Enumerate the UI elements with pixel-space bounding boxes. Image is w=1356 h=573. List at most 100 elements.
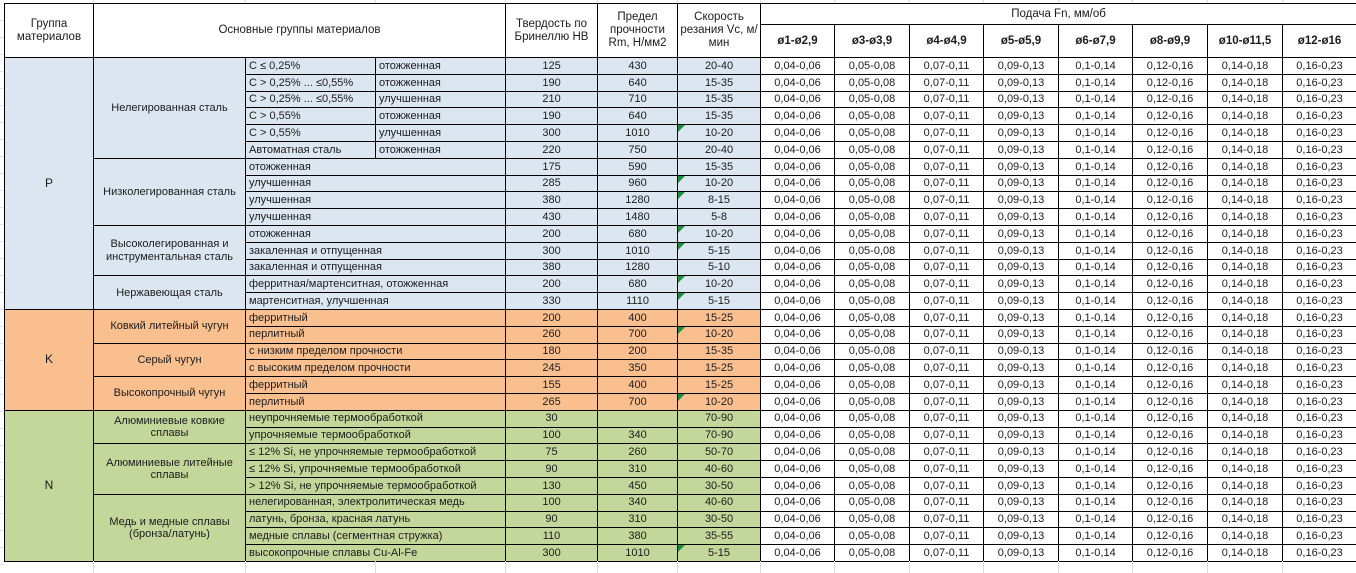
feed-cell[interactable]: 0,16-0,23 (1282, 191, 1356, 210)
feed-cell[interactable]: 0,1-0,14 (1058, 308, 1134, 327)
col-header-main-groups[interactable]: Основные группы материалов (92, 3, 507, 58)
speed-cell[interactable]: 40-60 (677, 493, 762, 512)
strength-cell[interactable]: 750 (597, 140, 679, 159)
feed-cell[interactable]: 0,05-0,08 (834, 443, 911, 462)
feed-cell[interactable]: 0,05-0,08 (834, 140, 911, 159)
material-subdivision[interactable]: перлитный (244, 392, 507, 411)
feed-cell[interactable]: 0,12-0,16 (1132, 258, 1209, 277)
feed-cell[interactable]: 0,07-0,11 (909, 493, 985, 512)
feed-cell[interactable]: 0,16-0,23 (1282, 392, 1356, 411)
material-block-name[interactable]: Высоколегированная и инструментальная ст… (93, 224, 246, 277)
feed-cell[interactable]: 0,07-0,11 (909, 275, 985, 294)
hardness-cell[interactable]: 300 (505, 241, 599, 260)
feed-cell[interactable]: 0,09-0,13 (983, 140, 1060, 159)
strength-cell[interactable]: 1480 (597, 208, 679, 226)
hardness-cell[interactable]: 100 (505, 426, 599, 445)
material-subdivision[interactable]: улучшенная (244, 174, 507, 193)
feed-cell[interactable]: 0,1-0,14 (1058, 107, 1134, 126)
feed-cell[interactable]: 0,12-0,16 (1132, 174, 1209, 193)
feed-cell[interactable]: 0,04-0,06 (760, 544, 836, 562)
feed-cell[interactable]: 0,05-0,08 (834, 292, 911, 310)
hardness-cell[interactable]: 130 (505, 476, 599, 495)
material-condition[interactable]: отожженная (374, 57, 507, 75)
strength-cell[interactable]: 400 (597, 376, 679, 394)
feed-cell[interactable]: 0,12-0,16 (1132, 90, 1209, 109)
feed-cell[interactable]: 0,09-0,13 (983, 90, 1060, 109)
feed-cell[interactable]: 0,16-0,23 (1282, 90, 1356, 109)
feed-cell[interactable]: 0,14-0,18 (1207, 527, 1284, 546)
hardness-cell[interactable]: 200 (505, 308, 599, 327)
material-subdivision[interactable]: упрочняемые термообработкой (244, 426, 507, 445)
feed-cell[interactable]: 0,07-0,11 (909, 308, 985, 327)
hardness-cell[interactable]: 110 (505, 527, 599, 546)
col-header-material-group[interactable]: Группа материалов (4, 3, 94, 58)
speed-cell-flagged[interactable]: 10-20 (677, 392, 762, 411)
feed-cell[interactable]: 0,07-0,11 (909, 325, 985, 344)
feed-cell[interactable]: 0,07-0,11 (909, 174, 985, 193)
material-condition[interactable]: отожженная (374, 73, 507, 92)
material-group-letter[interactable]: K (4, 308, 94, 411)
speed-cell[interactable]: 70-90 (677, 409, 762, 428)
feed-cell[interactable]: 0,07-0,11 (909, 359, 985, 378)
speed-cell-flagged[interactable]: 5-15 (677, 544, 762, 562)
feed-cell[interactable]: 0,07-0,11 (909, 90, 985, 109)
feed-cell[interactable]: 0,09-0,13 (983, 208, 1060, 226)
feed-cell[interactable]: 0,09-0,13 (983, 409, 1060, 428)
material-subdivision[interactable]: ферритный (244, 376, 507, 394)
speed-cell[interactable]: 30-50 (677, 476, 762, 495)
material-subdivision[interactable]: > 12% Si, не упрочняемые термообработкой (244, 476, 507, 495)
feed-cell[interactable]: 0,14-0,18 (1207, 544, 1284, 562)
feed-cell[interactable]: 0,07-0,11 (909, 157, 985, 176)
feed-cell[interactable]: 0,16-0,23 (1282, 258, 1356, 277)
feed-cell[interactable]: 0,09-0,13 (983, 191, 1060, 210)
feed-cell[interactable]: 0,1-0,14 (1058, 174, 1134, 193)
strength-cell[interactable]: 340 (597, 426, 679, 445)
speed-cell-flagged[interactable]: 10-20 (677, 124, 762, 142)
hardness-cell[interactable]: 300 (505, 544, 599, 562)
feed-cell[interactable]: 0,16-0,23 (1282, 544, 1356, 562)
feed-cell[interactable]: 0,07-0,11 (909, 241, 985, 260)
material-subdivision[interactable]: C > 0,25% ... ≤0,55% (245, 90, 376, 109)
feed-cell[interactable]: 0,16-0,23 (1282, 73, 1356, 92)
feed-cell[interactable]: 0,14-0,18 (1207, 191, 1284, 210)
feed-cell[interactable]: 0,04-0,06 (760, 124, 836, 142)
feed-cell[interactable]: 0,16-0,23 (1282, 275, 1356, 294)
speed-cell-flagged[interactable]: 10-20 (677, 325, 762, 344)
strength-cell[interactable]: 700 (597, 325, 679, 344)
feed-cell[interactable]: 0,04-0,06 (760, 409, 836, 428)
feed-cell[interactable]: 0,14-0,18 (1207, 460, 1284, 478)
feed-cell[interactable]: 0,04-0,06 (760, 426, 836, 445)
strength-cell[interactable]: 640 (597, 73, 679, 92)
feed-cell[interactable]: 0,05-0,08 (834, 544, 911, 562)
feed-cell[interactable]: 0,16-0,23 (1282, 493, 1356, 512)
feed-cell[interactable]: 0,04-0,06 (760, 224, 836, 243)
feed-cell[interactable]: 0,05-0,08 (834, 224, 911, 243)
material-block-name[interactable]: Ковкий литейный чугун (93, 308, 246, 344)
feed-cell[interactable]: 0,1-0,14 (1058, 493, 1134, 512)
hardness-cell[interactable]: 200 (505, 224, 599, 243)
hardness-cell[interactable]: 75 (505, 443, 599, 462)
hardness-cell[interactable]: 330 (505, 292, 599, 310)
feed-cell[interactable]: 0,07-0,11 (909, 224, 985, 243)
col-header-diameter[interactable]: ø6-ø7,9 (1058, 24, 1134, 58)
speed-cell-flagged[interactable]: 10-20 (677, 224, 762, 243)
feed-cell[interactable]: 0,12-0,16 (1132, 157, 1209, 176)
feed-cell[interactable]: 0,04-0,06 (760, 443, 836, 462)
col-header-speed[interactable]: Скорость резания Vc, м/мин (677, 3, 762, 58)
feed-cell[interactable]: 0,16-0,23 (1282, 140, 1356, 159)
feed-cell[interactable]: 0,07-0,11 (909, 258, 985, 277)
feed-cell[interactable]: 0,04-0,06 (760, 460, 836, 478)
feed-cell[interactable]: 0,05-0,08 (834, 325, 911, 344)
feed-cell[interactable]: 0,04-0,06 (760, 275, 836, 294)
speed-cell[interactable]: 35-55 (677, 527, 762, 546)
feed-cell[interactable]: 0,09-0,13 (983, 544, 1060, 562)
feed-cell[interactable]: 0,16-0,23 (1282, 308, 1356, 327)
material-block-name[interactable]: Алюминиевые литейные сплавы (93, 443, 246, 495)
material-block-name[interactable]: Алюминиевые ковкие сплавы (93, 409, 246, 445)
feed-cell[interactable]: 0,07-0,11 (909, 376, 985, 394)
strength-cell[interactable]: 260 (597, 443, 679, 462)
speed-cell[interactable]: 15-25 (677, 359, 762, 378)
material-block-name[interactable]: Высокопрочный чугун (93, 376, 246, 411)
col-header-diameter[interactable]: ø4-ø4,9 (909, 24, 985, 58)
material-subdivision[interactable]: улучшенная (244, 208, 507, 226)
